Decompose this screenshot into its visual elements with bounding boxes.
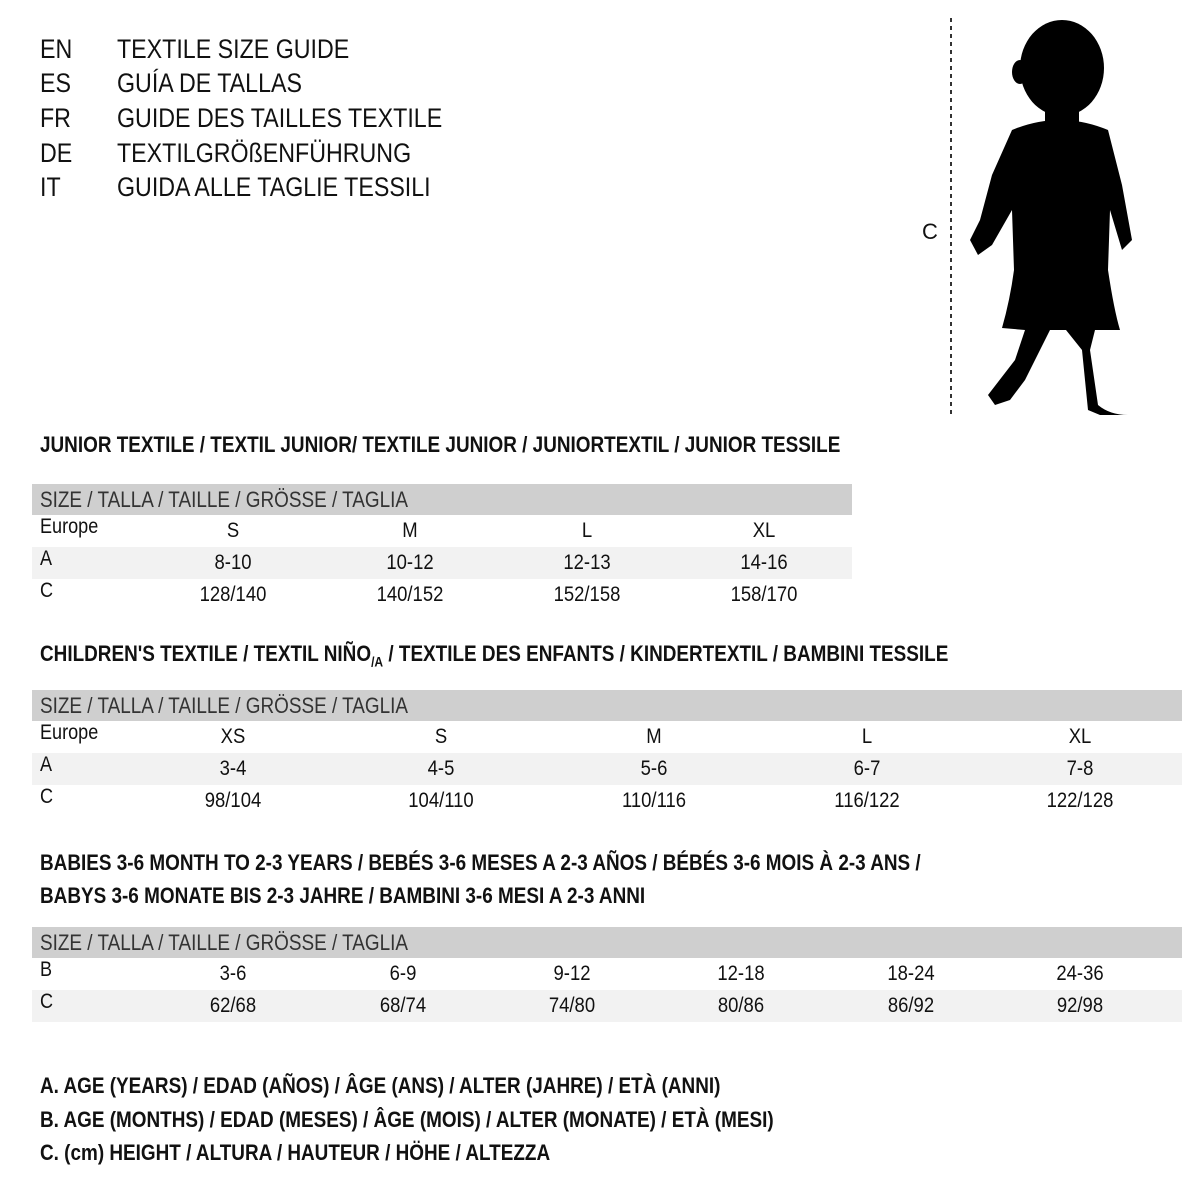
title-line: BABIES 3-6 MONTH TO 2-3 YEARS / BEBÉS 3-… — [40, 850, 921, 875]
table-row: C 62/68 68/74 74/80 80/86 86/92 92/98 — [32, 990, 1182, 1022]
table-cell: 158/170 — [730, 583, 798, 606]
table-cell: 86/92 — [887, 994, 935, 1017]
table-header: SIZE / TALLA / TAILLE / GRÖSSE / TAGLIA — [32, 690, 1182, 721]
table-cell: L — [581, 519, 593, 542]
table-cell: 4-5 — [427, 757, 455, 780]
table-cell: 62/68 — [209, 994, 257, 1017]
table-cell: 3-4 — [219, 757, 247, 780]
table-cell: XL — [1068, 725, 1092, 748]
table-cell: 6-7 — [853, 757, 881, 780]
table-cell: 24-36 — [1056, 962, 1104, 985]
child-silhouette-figure: C — [922, 18, 1132, 415]
table-cell: 5-6 — [640, 757, 668, 780]
legend-text: C. (cm) HEIGHT / ALTURA / HAUTEUR / HÖHE… — [40, 1140, 551, 1165]
header-text: SIZE / TALLA / TAILLE / GRÖSSE / TAGLIA — [40, 693, 409, 718]
table-cell: 140/152 — [376, 583, 444, 606]
table-cell: 9-12 — [553, 962, 591, 985]
height-label: C — [922, 219, 938, 244]
table-cell: 10-12 — [386, 551, 434, 574]
table-row: A 8-10 10-12 12-13 14-16 — [32, 547, 852, 579]
lang-title: GUÍA DE TALLAS — [117, 68, 302, 98]
child-silhouette-icon — [970, 20, 1132, 415]
table-header: SIZE / TALLA / TAILLE / GRÖSSE / TAGLIA — [32, 927, 1182, 958]
babies-size-table: SIZE / TALLA / TAILLE / GRÖSSE / TAGLIA … — [32, 927, 1182, 1022]
children-size-table: SIZE / TALLA / TAILLE / GRÖSSE / TAGLIA … — [32, 690, 1182, 817]
table-cell: 116/122 — [834, 789, 900, 812]
table-cell: 128/140 — [199, 583, 267, 606]
lang-title: GUIDE DES TAILLES TEXTILE — [117, 103, 443, 133]
title-rest: / TEXTILE DES ENFANTS / KINDERTEXTIL / B… — [383, 641, 949, 666]
table-cell: 98/104 — [204, 789, 262, 812]
table-cell: 18-24 — [887, 962, 935, 985]
row-label: C — [40, 785, 54, 808]
row-label: C — [40, 990, 54, 1013]
table-cell: 3-6 — [219, 962, 247, 985]
table-cell: XS — [220, 725, 246, 748]
table-cell: M — [402, 519, 418, 542]
row-label: A — [40, 547, 53, 570]
table-cell: 110/116 — [621, 789, 687, 812]
table-cell: M — [646, 725, 662, 748]
lang-code: DE — [40, 138, 73, 168]
legend-text: B. AGE (MONTHS) / EDAD (MESES) / ÂGE (MO… — [40, 1107, 774, 1132]
table-cell: 68/74 — [379, 994, 427, 1017]
children-section-title: CHILDREN'S TEXTILE / TEXTIL NIÑO/A / TEX… — [40, 641, 1096, 669]
table-cell: 14-16 — [740, 551, 788, 574]
row-label: Europe — [40, 721, 99, 744]
row-label: Europe — [40, 515, 99, 538]
table-cell: 74/80 — [548, 994, 596, 1017]
title-main: CHILDREN'S TEXTILE / TEXTIL NIÑO — [40, 641, 372, 666]
table-cell: 12-18 — [717, 962, 765, 985]
table-cell: S — [226, 519, 240, 542]
table-cell: L — [861, 725, 873, 748]
lang-code: IT — [40, 172, 61, 202]
table-cell: XL — [752, 519, 776, 542]
junior-section-title: JUNIOR TEXTILE / TEXTIL JUNIOR/ TEXTILE … — [40, 432, 971, 458]
table-row: A 3-4 4-5 5-6 6-7 7-8 — [32, 753, 1182, 785]
section-title-text: JUNIOR TEXTILE / TEXTIL JUNIOR/ TEXTILE … — [40, 432, 841, 457]
legend-text: A. AGE (YEARS) / EDAD (AÑOS) / ÂGE (ANS)… — [40, 1073, 721, 1098]
legend-a: A. AGE (YEARS) / EDAD (AÑOS) / ÂGE (ANS)… — [40, 1073, 831, 1099]
lang-code: FR — [40, 103, 71, 133]
title-line: BABYS 3-6 MONATE BIS 2-3 JAHRE / BAMBINI… — [40, 883, 646, 908]
babies-section-title-line2: BABYS 3-6 MONATE BIS 2-3 JAHRE / BAMBINI… — [40, 883, 744, 909]
junior-size-table: SIZE / TALLA / TAILLE / GRÖSSE / TAGLIA … — [32, 484, 852, 611]
table-cell: 80/86 — [717, 994, 765, 1017]
table-cell: 6-9 — [389, 962, 417, 985]
table-header: SIZE / TALLA / TAILLE / GRÖSSE / TAGLIA — [32, 484, 852, 515]
table-cell: 122/128 — [1046, 789, 1114, 812]
lang-title: TEXTILE SIZE GUIDE — [117, 34, 350, 64]
table-cell: 92/98 — [1056, 994, 1104, 1017]
table-cell: 12-13 — [563, 551, 611, 574]
table-cell: S — [434, 725, 448, 748]
lang-code: EN — [40, 34, 73, 64]
table-row: C 98/104 104/110 110/116 116/122 122/128 — [32, 785, 1182, 817]
table-row: Europe XS S M L XL — [32, 721, 1182, 753]
table-row: B 3-6 6-9 9-12 12-18 18-24 24-36 — [32, 958, 1182, 990]
row-label: C — [40, 579, 54, 602]
table-cell: 152/158 — [553, 583, 621, 606]
table-cell: 104/110 — [408, 789, 474, 812]
header-text: SIZE / TALLA / TAILLE / GRÖSSE / TAGLIA — [40, 930, 409, 955]
table-row: Europe S M L XL — [32, 515, 852, 547]
legend-b: B. AGE (MONTHS) / EDAD (MESES) / ÂGE (MO… — [40, 1107, 893, 1133]
lang-title: TEXTILGRÖßENFÜHRUNG — [117, 138, 412, 168]
table-cell: 7-8 — [1066, 757, 1094, 780]
legend-c: C. (cm) HEIGHT / ALTURA / HAUTEUR / HÖHE… — [40, 1140, 633, 1166]
row-label: B — [40, 958, 53, 981]
header-text: SIZE / TALLA / TAILLE / GRÖSSE / TAGLIA — [40, 487, 409, 512]
title-sub: /A — [371, 653, 384, 670]
lang-title: GUIDA ALLE TAGLIE TESSILI — [117, 172, 431, 202]
row-label: A — [40, 753, 53, 776]
table-row: C 128/140 140/152 152/158 158/170 — [32, 579, 852, 611]
table-cell: 8-10 — [214, 551, 252, 574]
babies-section-title-line1: BABIES 3-6 MONTH TO 2-3 YEARS / BEBÉS 3-… — [40, 850, 1064, 876]
lang-code: ES — [40, 68, 71, 98]
